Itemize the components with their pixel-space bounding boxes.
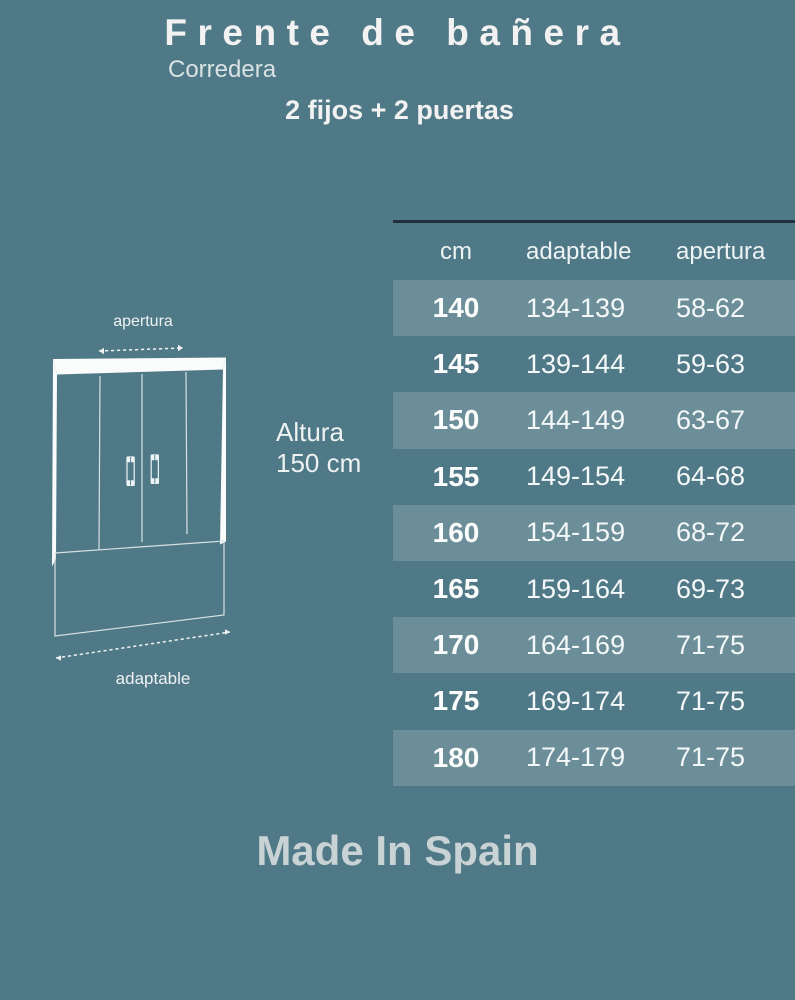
svg-text:apertura: apertura bbox=[113, 313, 173, 330]
svg-text:adaptable: adaptable bbox=[116, 669, 191, 688]
